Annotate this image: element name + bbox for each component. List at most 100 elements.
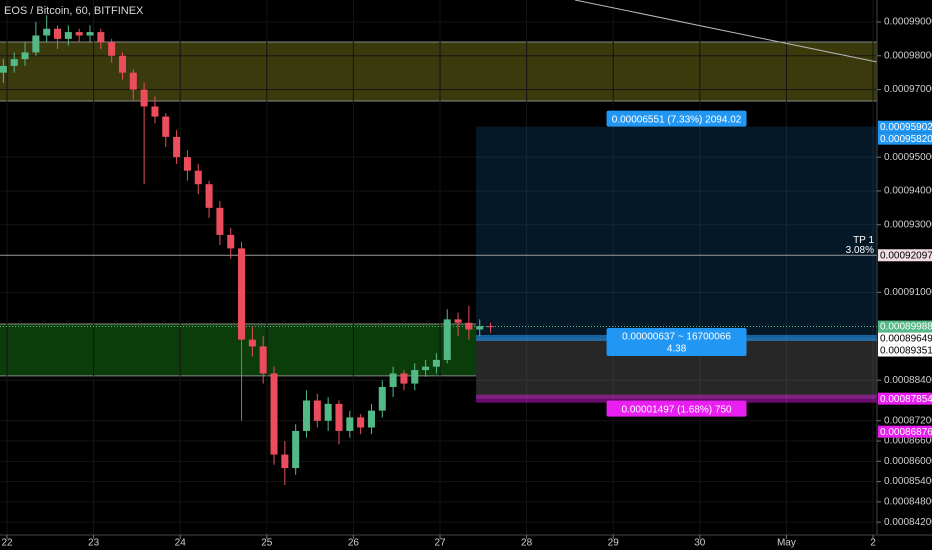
candle-body [97,32,105,43]
candle-body [281,454,289,469]
y-tick-label: 0.00094000 [884,186,932,197]
candle-body [270,373,278,455]
candle-body [32,35,40,53]
candle-body [151,106,159,117]
position-target-area [476,126,877,338]
x-tick-label: 23 [88,538,100,549]
y-tick-label: 0.00084200 [884,517,932,528]
candle-body [248,339,256,347]
candle-body [357,417,365,428]
price-label: 0.00095820 [880,134,932,145]
candle-body [422,366,430,371]
y-tick-label: 0.00084800 [884,497,932,508]
candle-body [465,322,473,330]
y-tick-label: 0.00093000 [884,219,932,230]
candle-body [64,32,72,39]
candle-body [194,170,202,185]
candle-body [389,373,397,387]
zone [0,41,877,101]
price-label-box [878,132,932,145]
y-tick-label: 0.00086000 [884,456,932,467]
price-label: 0.00086876 [880,427,932,438]
candle-body [487,326,495,328]
y-tick-label: 0.00098000 [884,50,932,61]
y-tick-label: 0.00088400 [884,375,932,386]
candle-body [86,32,94,36]
price-label: 0.00092097 [880,250,932,261]
candle-body [183,157,191,171]
candle-body [335,403,343,431]
candle-body [292,430,300,469]
candle-body [54,28,62,39]
x-tick-label: 29 [608,538,620,549]
candle-body [454,319,462,323]
candle-body [140,89,148,107]
candle-body [108,42,116,56]
y-tick-label: 0.00095000 [884,152,932,163]
chart-title: EOS / Bitcoin, 60, BITFINEX [4,5,144,17]
candle-body [443,319,451,360]
candle-body [400,373,408,384]
x-tick-label: 28 [521,538,533,549]
x-tick-label: 27 [434,538,446,549]
candle-body [411,370,419,384]
x-tick-label: 2 [870,538,876,549]
price-label-box [878,320,932,333]
position-stop-label: 0.00001497 (1.68%) 750 [622,404,733,415]
price-label-box [878,425,932,438]
candle-body [43,28,51,36]
position-entry-label-box [606,327,747,356]
x-tick-label: 30 [694,538,706,549]
price-label-box [878,249,932,262]
tp-label: 3.08% [846,245,874,256]
x-tick-label: 25 [261,538,273,549]
candle-body [346,417,354,431]
candle-body [432,359,440,367]
y-tick-label: 0.00097000 [884,84,932,95]
x-tick-label: May [777,538,796,549]
price-label: 0.00087854 [880,394,932,405]
y-tick-label: 0.00086600 [884,436,932,447]
position-target-label: 0.00006551 (7.33%) 2094.02 [612,114,742,125]
position-stop-label-box [606,400,747,417]
candle-body [173,136,181,158]
candle-body [259,346,267,374]
y-tick-label: 0.00099000 [884,17,932,28]
candle-body [367,410,375,428]
candle-body [313,400,321,421]
candle-body [238,248,246,340]
candle-body [129,72,137,90]
x-tick-label: 24 [175,538,187,549]
position-entry-label: 4.38 [667,344,687,355]
price-label-box [878,332,932,345]
candle-body [10,59,18,66]
candle-body [0,65,7,73]
candle-body [378,386,386,411]
price-label: 0.00089649 [880,334,932,345]
tp-label: TP 1 [853,235,874,246]
y-tick-label: 0.00085400 [884,476,932,487]
price-label: 0.00095902 [880,122,932,133]
position-target-label-box [606,110,747,127]
candle-body [324,403,332,421]
y-tick-label: 0.00091000 [884,287,932,298]
candle-body [75,32,83,36]
trend-line [574,0,878,63]
price-label-box [878,392,932,405]
candle-body [118,55,126,73]
candle-body [227,234,235,249]
candle-body [162,116,170,137]
price-label: 0.00089988 [880,322,932,333]
price-label-box [878,344,932,357]
x-tick-label: 22 [1,538,13,549]
candle-body [476,326,484,330]
x-tick-label: 26 [348,538,360,549]
price-label: 0.00089351 [880,346,932,357]
position-entry-label: 0.00000637 ~ 16700066 [622,332,731,343]
candle-body [216,207,224,235]
candle-body [205,184,213,208]
price-label-box [878,120,932,133]
candle-body [21,52,29,60]
candle-body [302,400,311,431]
